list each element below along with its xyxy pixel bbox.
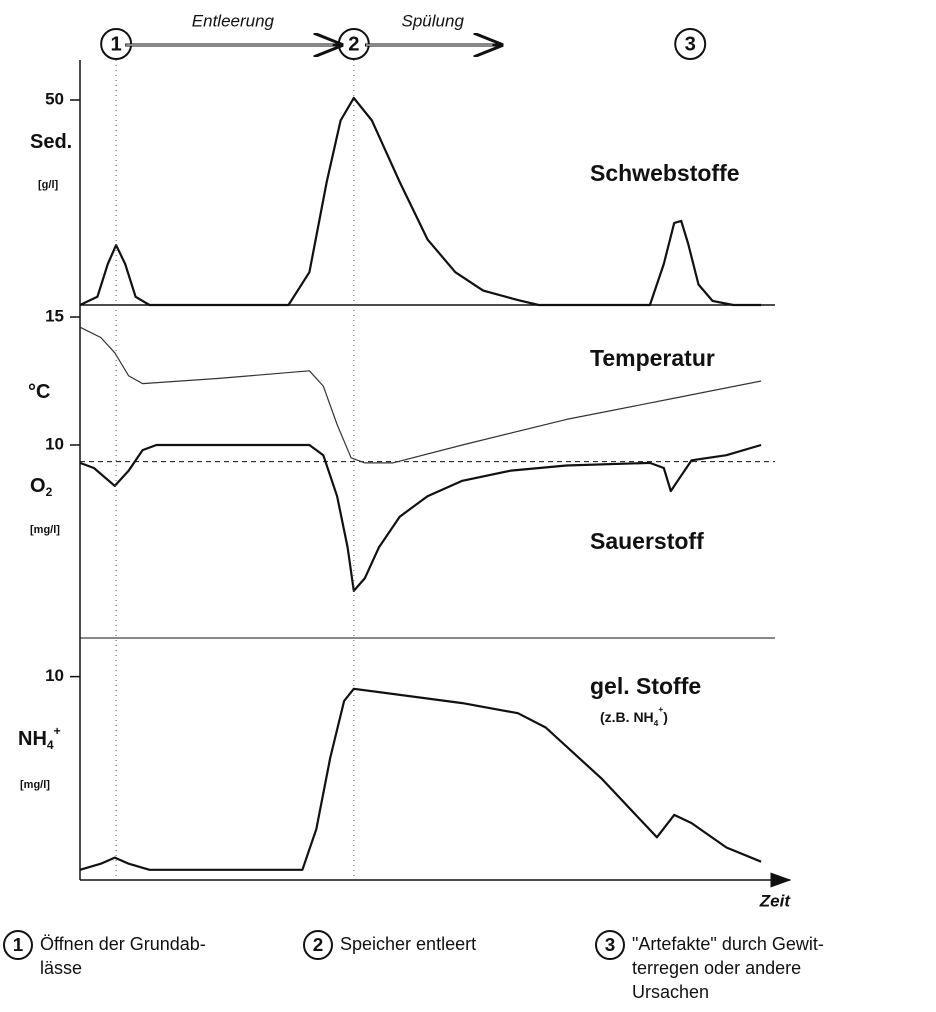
legend-text: terregen oder andere: [632, 958, 801, 978]
axis-label: [mg/l]: [20, 779, 50, 791]
data-line: [79, 443, 762, 592]
event-number: 1: [13, 935, 24, 956]
event-circle: [595, 930, 625, 960]
axis-label: (z.B. NH4 +): [600, 704, 668, 728]
event-circle: [303, 930, 333, 960]
label-sup: +: [658, 704, 663, 714]
label-text: NH: [18, 728, 47, 750]
axis-label: °C: [28, 381, 50, 403]
legend-text: Öffnen der Grundab-: [40, 934, 206, 954]
event-number: 1: [111, 33, 122, 55]
label-end: ): [663, 709, 668, 725]
series-label: gel. Stoffe: [590, 673, 701, 699]
axis-label: [mg/l]: [30, 524, 60, 536]
label-text: Sed.: [30, 131, 72, 153]
axis-label: Sed.: [30, 131, 72, 153]
axis-label: NH4+: [18, 724, 61, 752]
legend-text: lässe: [40, 958, 82, 978]
label-text: °C: [28, 381, 50, 403]
legend-text: Ursachen: [632, 982, 709, 1002]
data-line: [79, 326, 762, 464]
y-tick-label: 10: [45, 666, 64, 685]
label-text: [g/l]: [38, 179, 58, 191]
event-number: 2: [348, 33, 359, 55]
label-sub: 2: [46, 485, 53, 499]
x-axis-label: Zeit: [759, 891, 792, 910]
y-tick-label: 10: [45, 434, 64, 453]
event-number: 2: [313, 935, 324, 956]
axis-label: O2: [30, 475, 53, 499]
event-number: 3: [605, 935, 616, 956]
y-tick-label: 50: [45, 89, 64, 108]
y-tick-label: 15: [45, 306, 64, 325]
event-circle: [3, 930, 33, 960]
series-label: Sauerstoff: [590, 528, 704, 554]
legend-text: Speicher entleert: [340, 934, 476, 954]
data-line: [79, 687, 762, 871]
label-sub: 4: [654, 718, 659, 728]
label-text: [mg/l]: [20, 779, 50, 791]
legend-text: "Artefakte" durch Gewit-: [632, 934, 824, 954]
label-text: O: [30, 475, 46, 497]
label-sub: 4: [47, 738, 54, 752]
series-label: Schwebstoffe: [590, 160, 740, 186]
phase-label: Entleerung: [192, 11, 275, 30]
event-circle: [674, 28, 707, 60]
data-line: [79, 96, 762, 307]
axis-label: [g/l]: [38, 179, 58, 191]
label-text: [mg/l]: [30, 524, 60, 536]
series-label: Temperatur: [590, 345, 715, 371]
label-sup: +: [54, 724, 61, 738]
phase-label: Spülung: [402, 11, 465, 30]
event-number: 3: [685, 33, 696, 55]
label-text: (z.B. NH: [600, 709, 654, 725]
